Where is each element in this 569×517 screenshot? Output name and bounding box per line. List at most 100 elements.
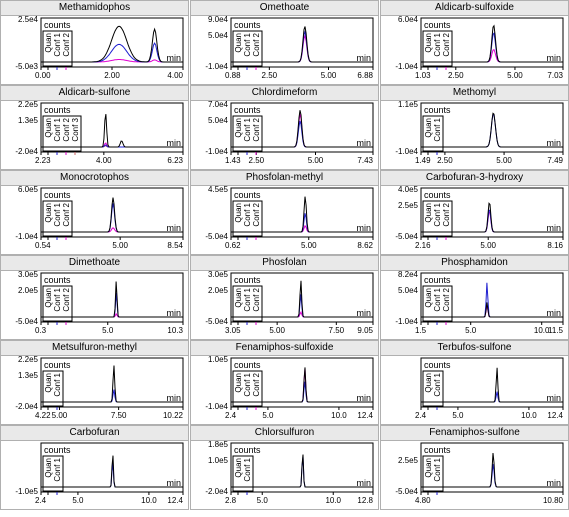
counts-label: counts xyxy=(234,445,261,455)
y-axis-label: -5.0e4 xyxy=(395,487,418,496)
plot-frame xyxy=(230,17,374,68)
x-tick-label: 5.00 xyxy=(321,71,337,80)
chromatogram-plot: 2.4 5.0 10.0 12.4 counts min Quan Conf 1 xyxy=(415,357,564,420)
y-axis-label: 2.5e5 xyxy=(398,456,419,465)
trace-legend-label: Conf 1 xyxy=(53,117,62,141)
chromatogram-panel: Fenamiphos-sulfoxide 1.0e5 -1.0e4 2.4 5.0 10.… xyxy=(190,340,379,425)
trace-line xyxy=(421,302,563,318)
x-tick-label: 8.54 xyxy=(167,241,183,250)
x-tick-label: 1.43 xyxy=(225,156,241,165)
trace-legend-label: Quan xyxy=(424,33,433,53)
panel-title: Dimethoate xyxy=(1,256,188,271)
chromatogram-panel: Methamidophos 2.5e4 -5.0e3 0.00 2.00 4.00 coun… xyxy=(0,0,189,85)
y-axis-label: 4.5e5 xyxy=(208,185,229,194)
plot-frame xyxy=(230,187,374,238)
min-label: min xyxy=(546,223,561,233)
trace-legend-label: Conf 1 xyxy=(53,457,62,481)
y-axis-label: 1.1e5 xyxy=(398,100,419,109)
y-axis-label: 1.0e5 xyxy=(208,456,229,465)
chromatogram-panel: Chlordimeform 7.0e4 5.0e4 -1.0e4 1.43 2.50 5.0… xyxy=(190,85,379,170)
min-label: min xyxy=(356,308,371,318)
counts-label: counts xyxy=(424,20,451,30)
y-axis-label: -1.0e5 xyxy=(15,487,38,496)
plot-frame xyxy=(40,272,184,323)
y-axis-label: 5.0e4 xyxy=(208,116,229,125)
x-tick-label: 0.00 xyxy=(35,71,51,80)
chromatogram-panel: Terbufos-sulfone 2.4 5.0 10.0 12.4 counts min Q… xyxy=(380,340,569,425)
trace-line xyxy=(41,197,183,233)
y-axis-label: -1.0e4 xyxy=(395,62,418,71)
panel-title: Methomyl xyxy=(381,86,568,101)
trace-line xyxy=(231,454,373,488)
panel-title: Phosfolan xyxy=(191,256,378,271)
trace-legend-label: Quan xyxy=(424,203,433,223)
x-tick-label: 2.16 xyxy=(415,241,431,250)
y-axis-label: 3.0e5 xyxy=(18,270,39,279)
trace-legend-box xyxy=(232,455,254,492)
trace-legend-box xyxy=(422,455,444,492)
trace-legend-label: Conf 1 xyxy=(433,32,442,56)
plot-frame xyxy=(420,442,564,493)
trace-legend-label: Quan xyxy=(234,33,243,53)
x-tick-label: 10.22 xyxy=(163,411,184,420)
y-axis-label: 2.5e4 xyxy=(18,15,39,24)
trace-line xyxy=(231,196,373,233)
x-tick-label: 5.0 xyxy=(72,496,84,505)
x-tick-label: 3.05 xyxy=(225,326,241,335)
panel-title: Fenamiphos-sulfone xyxy=(381,426,568,441)
y-axis-label: 3.0e5 xyxy=(208,270,229,279)
trace-line xyxy=(41,455,183,488)
y-axis-label: 1.0e5 xyxy=(208,355,229,364)
trace-legend-box xyxy=(422,200,453,237)
trace-legend-label: Conf 1 xyxy=(433,117,442,141)
min-label: min xyxy=(166,308,181,318)
chromatogram-panel: Phosfolan 3.0e5 2.0e5 -5.0e4 3.05 5.00 7.50 9.0… xyxy=(190,255,379,340)
y-axis-label: -2.0e4 xyxy=(15,147,38,156)
counts-label: counts xyxy=(424,190,451,200)
min-label: min xyxy=(166,393,181,403)
trace-line xyxy=(421,112,563,148)
x-tick-label: 5.0 xyxy=(102,326,114,335)
plot-frame xyxy=(40,357,184,408)
trace-legend-label: Conf 2 xyxy=(252,372,261,396)
trace-legend-label: Conf 1 xyxy=(433,372,442,396)
plot-frame xyxy=(230,357,374,408)
y-axis-label: 8.2e4 xyxy=(398,270,419,279)
x-tick-label: 4.80 xyxy=(415,496,431,505)
y-axis-label: 2.2e5 xyxy=(18,100,39,109)
chromatogram-panel: Dimethoate 3.0e5 2.0e5 -5.0e4 0.3 5.0 10.3 coun… xyxy=(0,255,189,340)
trace-legend-label: Conf 1 xyxy=(53,287,62,311)
x-tick-label: 6.88 xyxy=(357,71,373,80)
x-tick-label: 0.54 xyxy=(35,241,51,250)
x-tick-label: 5.00 xyxy=(269,326,285,335)
plot-frame xyxy=(40,187,184,238)
counts-label: counts xyxy=(44,190,71,200)
min-label: min xyxy=(546,53,561,63)
x-tick-label: 2.8 xyxy=(225,496,237,505)
trace-legend-label: Quan xyxy=(234,458,243,478)
x-tick-label: 2.23 xyxy=(35,156,51,165)
y-axis-label: -5.0e4 xyxy=(205,317,228,326)
chromatogram-panel: Chlorsulfuron 1.8e5 1.0e5 -2.0e4 2.8 5.0 10.0 1… xyxy=(190,425,379,510)
chromatogram-panel: Omethoate 9.0e4 5.0e4 -1.0e4 0.88 2.50 5.00 6.8… xyxy=(190,0,379,85)
trace-legend-label: Quan xyxy=(424,373,433,393)
trace-legend-label: Quan xyxy=(234,288,243,308)
y-axis-label: -2.0e4 xyxy=(15,402,38,411)
min-label: min xyxy=(356,478,371,488)
x-tick-label: 7.43 xyxy=(357,156,373,165)
panel-title: Phosfolan-methyl xyxy=(191,171,378,186)
y-axis-label: -5.0e4 xyxy=(205,232,228,241)
plot-frame xyxy=(230,442,374,493)
trace-legend-box xyxy=(42,115,82,152)
min-label: min xyxy=(356,223,371,233)
trace-legend-label: Conf 1 xyxy=(53,202,62,226)
x-tick-label: 10.0 xyxy=(521,411,537,420)
x-tick-label: 10.0 xyxy=(331,411,347,420)
panel-title: Terbufos-sulfone xyxy=(381,341,568,356)
x-tick-label: 2.50 xyxy=(448,71,464,80)
trace-legend-label: Quan xyxy=(234,203,243,223)
